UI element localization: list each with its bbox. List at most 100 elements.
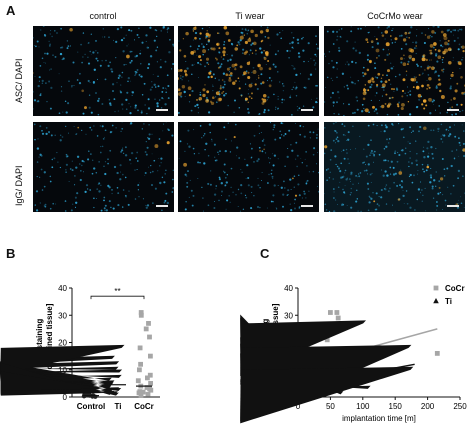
dapi-signal [45,127,48,129]
dapi-signal [138,73,141,76]
asc-signal [239,35,244,40]
dapi-signal [196,54,198,56]
dapi-signal [68,181,70,182]
dapi-signal [412,41,414,44]
dapi-signal [350,172,353,176]
dapi-signal [272,129,274,131]
x-category-label: Control [77,402,105,411]
asc-signal [390,35,392,37]
asc-signal [426,35,431,39]
dapi-signal [432,197,435,199]
dapi-signal [160,107,163,109]
dapi-signal [421,74,423,75]
dapi-signal [384,124,387,127]
dapi-signal [367,143,370,147]
dapi-signal [223,163,226,166]
dapi-signal [43,171,46,174]
dapi-signal [51,158,54,161]
dapi-signal [204,149,206,151]
asc-signal [238,87,241,90]
asc-signal [450,73,454,78]
dapi-signal [260,131,262,134]
dapi-signal [295,158,297,160]
dapi-signal [427,74,430,76]
asc-signal [412,77,417,82]
asc-signal [456,82,459,85]
dapi-signal [334,155,337,158]
asc-signal [188,94,191,97]
dapi-signal [362,162,364,164]
dapi-signal [337,186,340,188]
dapi-signal [165,91,168,94]
asc-signal [181,84,186,89]
dapi-signal [214,156,216,158]
dapi-signal [355,62,357,64]
dapi-signal [225,138,227,141]
dapi-signal [87,158,90,161]
dapi-signal [247,184,250,187]
dapi-signal [111,189,113,191]
dapi-signal [261,180,263,182]
dapi-signal [185,175,188,177]
dapi-signal [330,77,332,80]
dapi-signal [67,132,69,134]
dapi-signal [139,52,142,55]
dapi-signal [392,28,394,30]
dapi-signal [316,185,318,187]
dapi-signal [313,147,316,150]
dapi-signal [226,199,229,202]
asc-signal [166,141,170,145]
dapi-signal [332,105,335,107]
dapi-signal [426,155,430,158]
dapi-signal [417,188,421,191]
dapi-signal [270,200,273,203]
dapi-signal [45,132,48,136]
dapi-signal [250,185,253,188]
dapi-signal [192,39,194,41]
dapi-signal [235,123,237,126]
dapi-signal [380,196,383,199]
dapi-signal [225,208,227,210]
asc-signal [397,105,400,108]
significance-bracket [90,295,145,300]
data-point [147,386,152,392]
dapi-signal [282,193,285,196]
dapi-signal [92,80,96,84]
dapi-signal [85,133,87,135]
dapi-signal [127,203,130,206]
asc-signal [412,86,415,88]
dapi-signal [385,184,388,186]
dapi-signal [335,142,336,144]
dapi-signal [108,98,111,101]
dapi-signal [348,103,350,106]
dapi-signal [299,73,301,75]
dapi-signal [68,80,70,82]
dapi-signal [49,43,51,46]
dapi-signal [335,163,337,166]
dapi-signal [223,41,226,43]
dapi-signal [408,175,411,178]
dapi-signal [336,136,339,139]
data-point [138,310,144,315]
dapi-signal [144,151,147,153]
dapi-signal [379,105,382,108]
dapi-signal [247,176,250,180]
dapi-signal [115,127,117,129]
dapi-signal [98,97,100,100]
dapi-signal [428,152,430,154]
dapi-signal [66,47,69,50]
dapi-signal [277,107,279,110]
dapi-signal [304,158,306,160]
dapi-signal [67,102,70,105]
dapi-signal [96,188,99,190]
data-point [240,366,414,424]
asc-signal [183,69,187,73]
dapi-signal [426,164,429,166]
asc-signal [234,47,238,51]
asc-signal [367,79,372,84]
dapi-signal [436,60,439,63]
dapi-signal [293,47,294,49]
scale-bar [301,205,313,207]
asc-signal [402,38,407,42]
